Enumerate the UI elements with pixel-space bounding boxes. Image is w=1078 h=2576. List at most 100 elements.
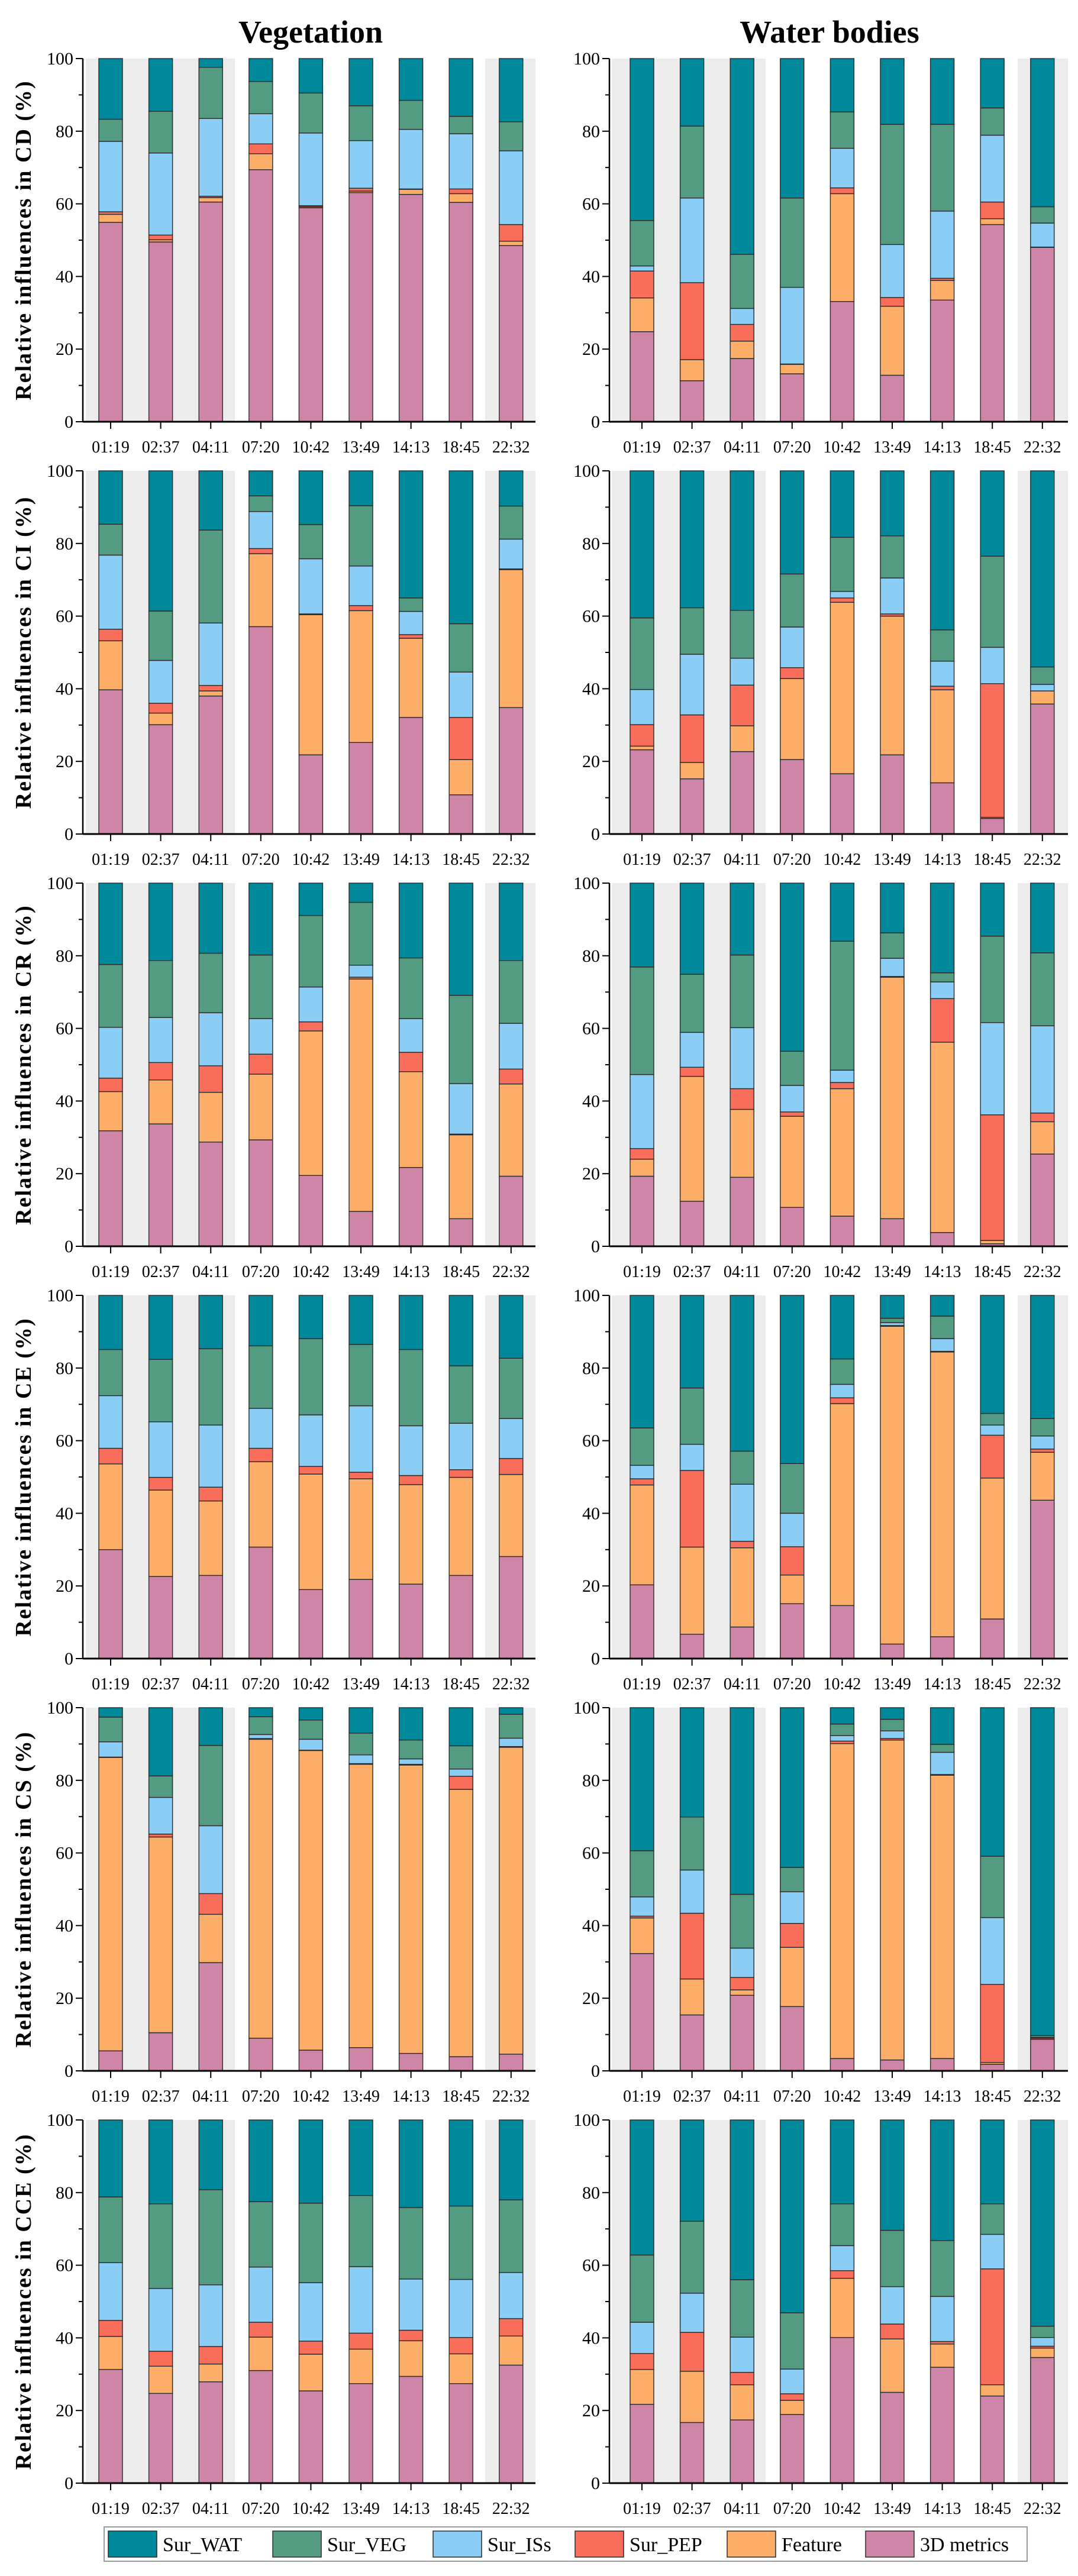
y-tick-label: 100 <box>573 461 600 481</box>
bar-segment-sur-veg <box>830 1723 855 1736</box>
y-tick-label: 0 <box>64 1237 73 1256</box>
bar-segment-sur-veg <box>880 124 905 245</box>
bar-segment-feature <box>98 640 123 690</box>
legend-swatch <box>433 2530 482 2558</box>
bar-segment-feature <box>499 241 524 246</box>
bar-segment-sur-veg <box>780 198 805 288</box>
bar-segment-sur-wat <box>730 1295 754 1452</box>
bar-segment-sur-veg <box>398 597 424 612</box>
bar-segment-sur-wat <box>499 2119 524 2200</box>
bar-segment-sur-iss <box>1030 1435 1055 1450</box>
bar-segment-feature <box>448 2353 473 2384</box>
x-tick-label: 13:49 <box>873 851 911 869</box>
bar-segment-feature <box>448 1789 473 2057</box>
panel-vegetation-1: 01:19 02:37 04:11 07:20 10:42 13:49 14:13 18:45… <box>11 49 535 457</box>
x-tick-label: 14:13 <box>392 1675 430 1693</box>
bar-segment-sur-veg <box>679 607 705 655</box>
bar-segment-sur-veg <box>148 960 173 1018</box>
bar-segment-feature <box>448 193 473 203</box>
bar-segment-sur-wat <box>499 883 524 961</box>
bar-segment-sur-iss <box>248 1018 273 1055</box>
bar-segment-3d-metrics <box>248 1139 273 1247</box>
bar-segment-sur-wat <box>298 2119 324 2204</box>
x-tick-label: 07:20 <box>773 2087 811 2106</box>
bar-segment-sur-iss <box>980 1424 1005 1436</box>
bar-segment-feature <box>880 977 905 1220</box>
x-tick-label: 13:49 <box>873 2500 911 2518</box>
y-tick-label: 20 <box>582 752 600 771</box>
bar-segment-sur-wat <box>348 883 373 903</box>
bar-segment-feature <box>730 2384 754 2420</box>
bar-segment-sur-iss <box>248 511 273 550</box>
y-tick-label: 20 <box>582 340 600 359</box>
bar-segment-sur-pep <box>980 1434 1005 1479</box>
bar-segment-sur-veg <box>198 1745 223 1827</box>
bar-segment-sur-iss <box>148 1017 173 1064</box>
bar-segment-feature <box>98 1091 123 1132</box>
panel-water-2: 01:19 02:37 04:11 07:20 10:42 13:49 14:13 18:45… <box>573 461 1068 869</box>
bar-segment-sur-iss <box>148 660 173 704</box>
y-tick-label: 100 <box>573 1286 600 1305</box>
bar-segment-sur-wat <box>1030 2119 1055 2327</box>
bar-segment-sur-iss <box>448 1769 473 1777</box>
column-title-vegetation: Vegetation <box>238 14 383 50</box>
bar-segment-3d-metrics <box>630 1953 654 2071</box>
bar-segment-3d-metrics <box>929 1232 955 1247</box>
bar-segment-sur-veg <box>148 1359 173 1423</box>
bar-segment-sur-wat <box>398 1707 424 1741</box>
bar-segment-sur-iss <box>98 141 123 212</box>
bar-segment-sur-veg <box>980 1413 1005 1426</box>
bar-segment-sur-wat <box>880 1707 905 1720</box>
bar-segment-sur-iss <box>148 2288 173 2352</box>
bar-segment-sur-veg <box>830 940 855 1071</box>
bar-segment-sur-veg <box>880 1317 905 1323</box>
bar-segment-3d-metrics <box>198 1142 223 1247</box>
bar-segment-sur-veg <box>298 914 324 988</box>
bar-segment-sur-iss <box>248 1734 273 1739</box>
legend: Sur_WAT Sur_VEG Sur_ISs Sur_PEP Feature 3D me… <box>104 2526 1028 2562</box>
x-tick-label: 13:49 <box>873 1675 911 1693</box>
x-tick-label: 14:13 <box>924 1675 961 1693</box>
bar-segment-sur-wat <box>929 2119 955 2241</box>
bar-segment-sur-iss <box>348 965 373 978</box>
bar-segment-feature <box>880 1739 905 2061</box>
bar-segment-sur-iss <box>980 647 1005 684</box>
y-tick-label: 20 <box>56 1989 73 2008</box>
bar-segment-sur-veg <box>730 610 754 659</box>
bar-segment-sur-wat <box>780 2119 805 2313</box>
bar-segment-sur-wat <box>198 1295 223 1349</box>
x-tick-label: 10:42 <box>824 1263 861 1281</box>
bar-segment-sur-wat <box>398 1295 424 1350</box>
bar-segment-sur-pep <box>980 1114 1005 1241</box>
bar-segment-sur-wat <box>398 883 424 959</box>
legend-swatch <box>272 2530 322 2558</box>
bar-segment-3d-metrics <box>448 2383 473 2484</box>
bar-segment-sur-iss <box>929 1751 955 1775</box>
bar-segment-sur-veg <box>1030 206 1055 224</box>
bar-segment-3d-metrics <box>398 717 424 835</box>
bar-segment-sur-wat <box>348 2119 373 2196</box>
bar-segment-sur-veg <box>880 535 905 578</box>
y-tick-label: 80 <box>582 534 600 554</box>
bar-segment-sur-wat <box>1030 1295 1055 1419</box>
bar-segment-sur-iss <box>1030 2337 1055 2347</box>
bar-segment-sur-veg <box>630 967 654 1075</box>
bar-segment-sur-veg <box>780 1051 805 1086</box>
bar-segment-sur-veg <box>298 1720 324 1740</box>
bar-segment-sur-wat <box>448 2119 473 2207</box>
bar-segment-3d-metrics <box>499 1175 524 1247</box>
bar-segment-sur-iss <box>1030 1025 1055 1114</box>
bar-segment-3d-metrics <box>880 754 905 835</box>
bar-segment-3d-metrics <box>929 2367 955 2484</box>
bar-segment-3d-metrics <box>929 2058 955 2071</box>
x-tick-label: 18:45 <box>442 1675 480 1693</box>
bar-segment-sur-wat <box>679 58 705 127</box>
bar-segment-feature <box>679 762 705 780</box>
bar-segment-sur-pep <box>880 2323 905 2339</box>
bar-segment-sur-veg <box>298 92 324 134</box>
y-tick-label: 60 <box>582 1019 600 1039</box>
bar-segment-sur-veg <box>398 957 424 1019</box>
bar-segment-3d-metrics <box>148 2393 173 2484</box>
bar-segment-sur-pep <box>198 1486 223 1502</box>
bar-segment-3d-metrics <box>679 1634 705 1659</box>
